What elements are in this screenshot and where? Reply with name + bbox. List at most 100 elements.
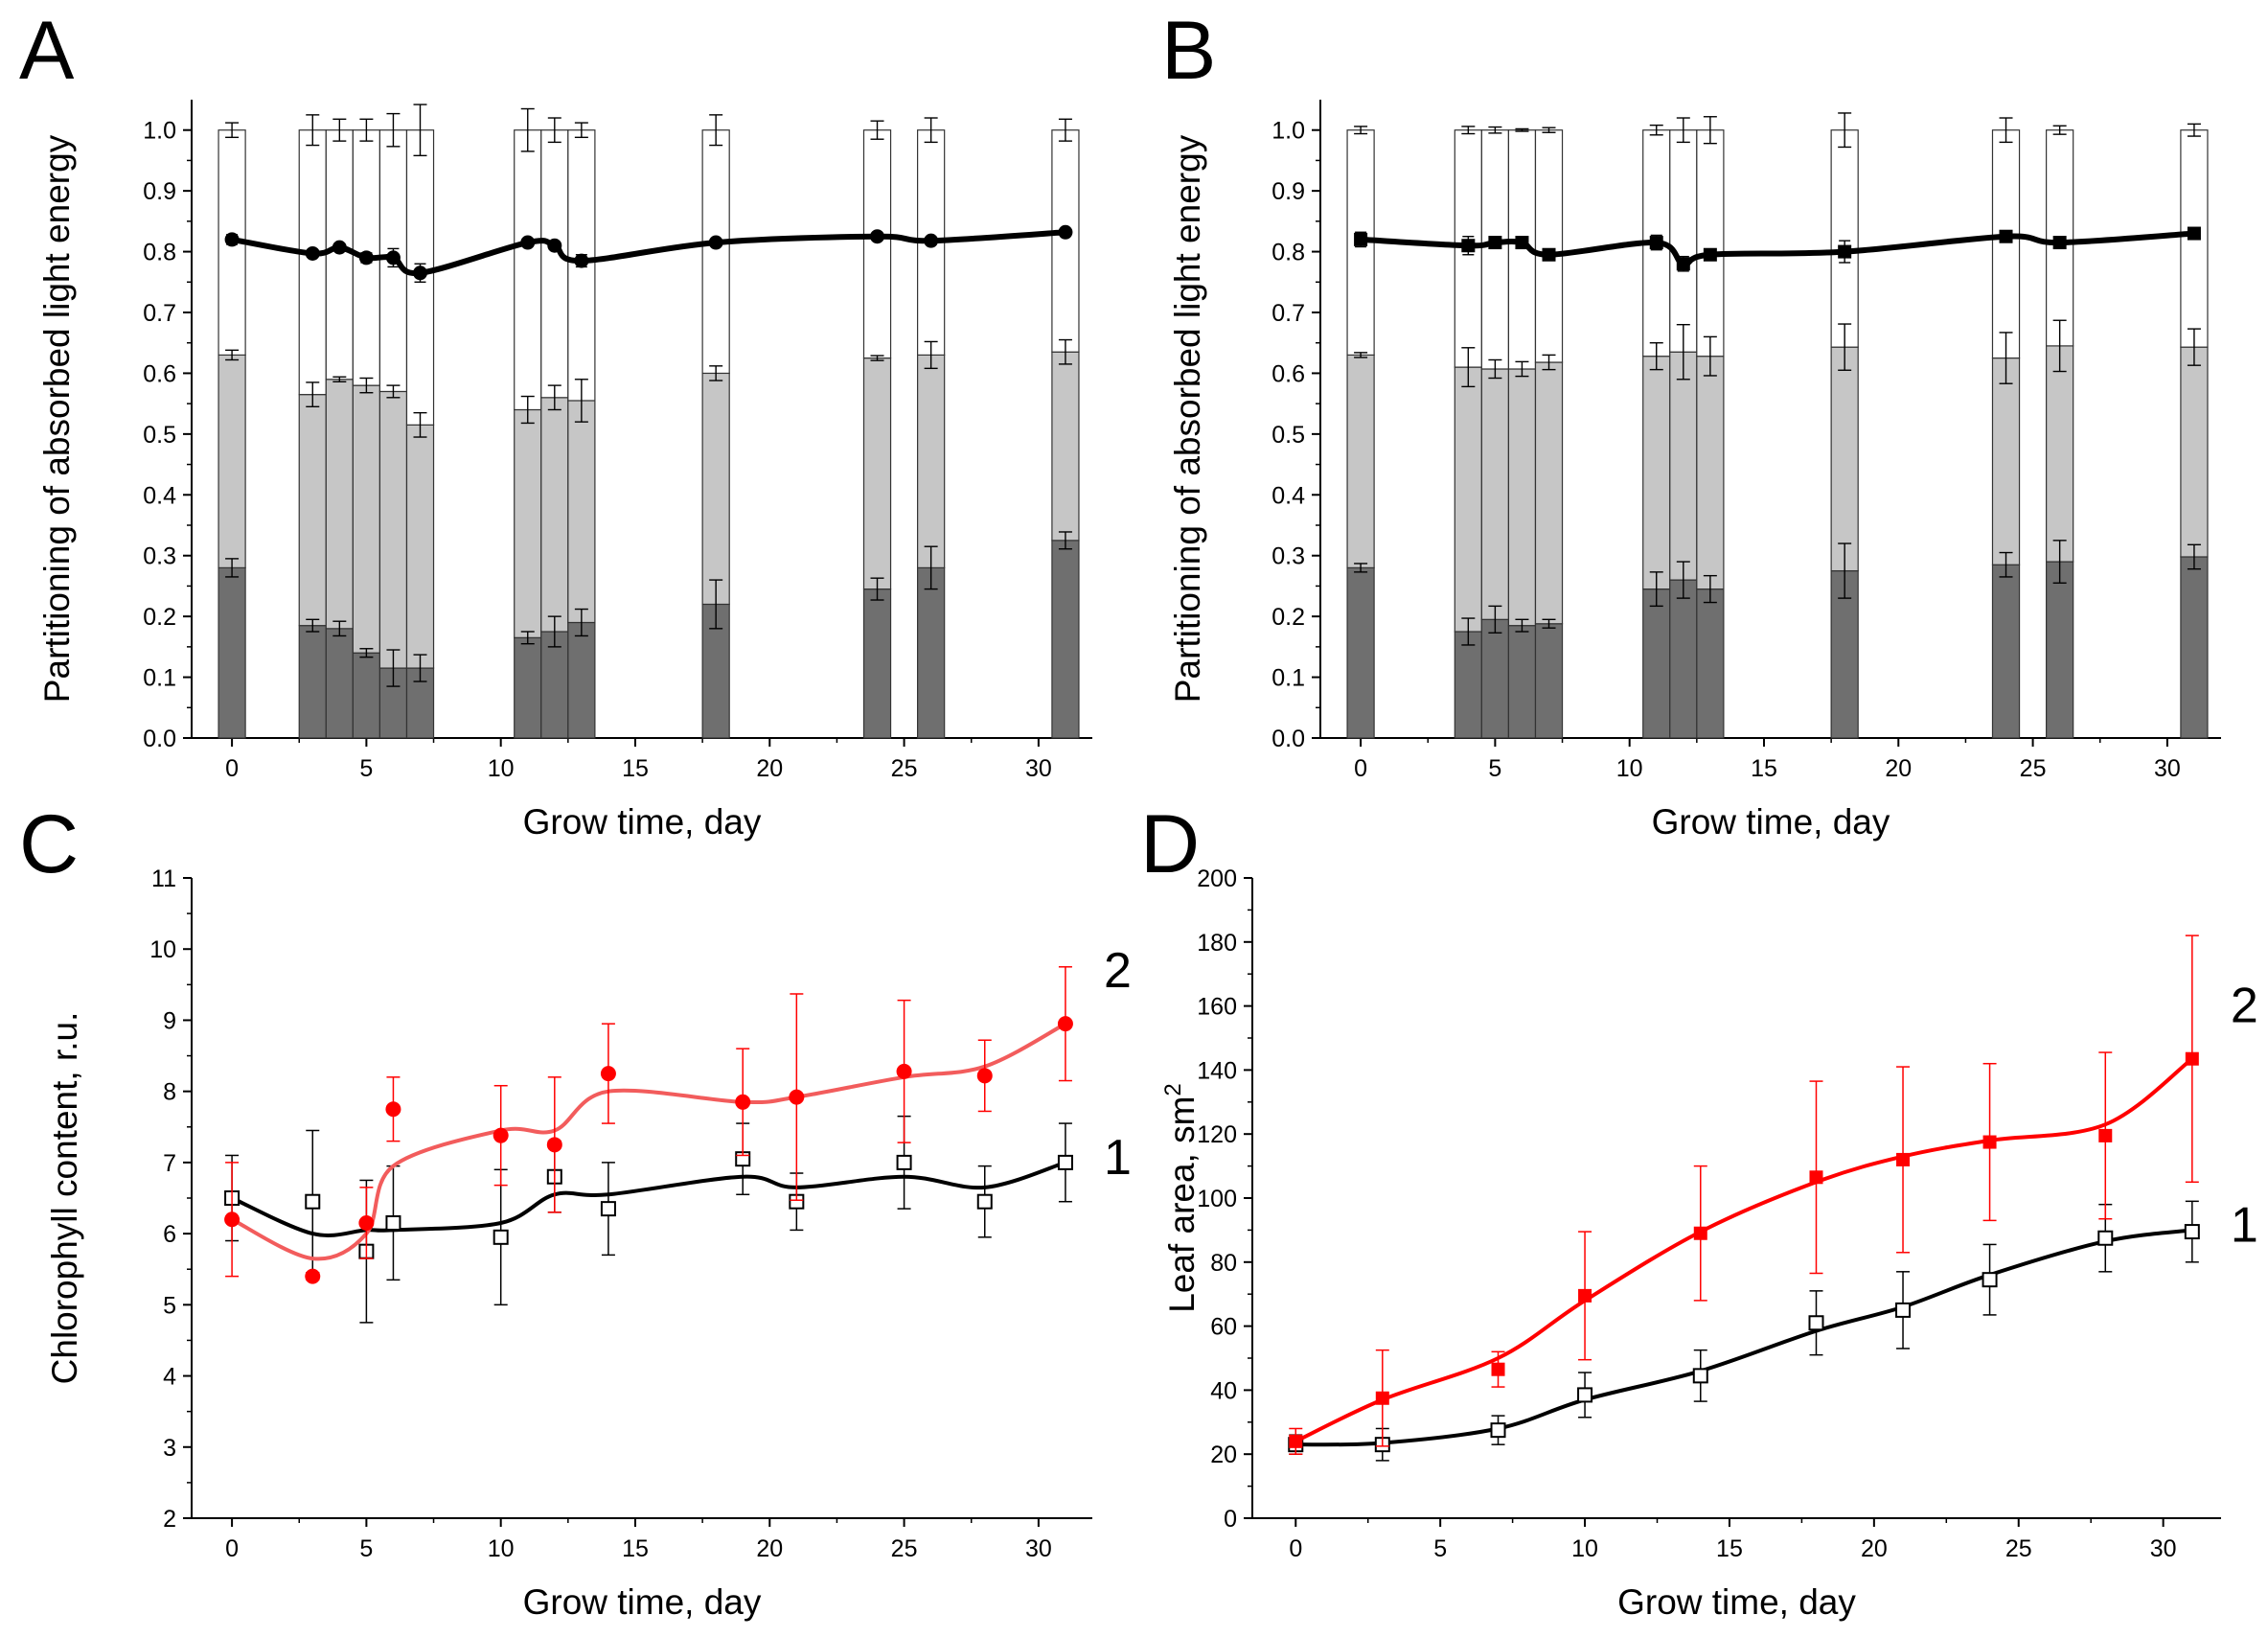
y-tick-label: 0.0 bbox=[143, 726, 176, 752]
y-tick-label: 0.0 bbox=[1271, 726, 1305, 752]
bar-middle-segment bbox=[1454, 366, 1482, 633]
line-point bbox=[870, 229, 885, 244]
bar-middle-segment bbox=[1480, 368, 1510, 620]
bar-lower-segment bbox=[1051, 540, 1080, 739]
x-tick-label: 25 bbox=[891, 1535, 918, 1562]
bar-upper-segment bbox=[540, 129, 569, 399]
bar-stack bbox=[378, 112, 408, 739]
x-tick-label: 20 bbox=[756, 1535, 783, 1562]
bar-stack bbox=[701, 114, 730, 739]
bar-stack bbox=[567, 122, 596, 739]
y-tick-label: 2 bbox=[163, 1506, 176, 1533]
y-tick-label: 0.8 bbox=[1271, 240, 1305, 266]
x-axis-label: Grow time, day bbox=[523, 1582, 762, 1622]
y-axis-label-superscript: 2 bbox=[1160, 1083, 1186, 1096]
x-tick-label: 5 bbox=[359, 1535, 373, 1562]
panel-c: C 2 3 4 5 6 7 8 9 10 11 0 5 10 15 20 25 30 Grow time, day C… bbox=[19, 798, 1132, 1622]
x-tick-label: 20 bbox=[756, 755, 783, 782]
bar-middle-segment bbox=[540, 397, 569, 633]
bar-lower-segment bbox=[514, 636, 542, 739]
series-1-point bbox=[2184, 1224, 2200, 1240]
series-label: 1 bbox=[1104, 1130, 1132, 1186]
y-tick-label: 1.0 bbox=[1271, 118, 1305, 145]
series-2-point bbox=[1693, 1226, 1707, 1240]
y-tick-label: 0.4 bbox=[1271, 482, 1305, 509]
y-tick-label: 200 bbox=[1197, 865, 1237, 892]
x-tick-label: 15 bbox=[1751, 755, 1777, 782]
x-tick-label: 0 bbox=[225, 1535, 239, 1562]
x-tick-label: 25 bbox=[2020, 755, 2047, 782]
x-tick-label: 0 bbox=[1289, 1535, 1302, 1562]
bar-stack bbox=[405, 104, 435, 739]
bar-middle-segment bbox=[862, 357, 892, 590]
line-point bbox=[520, 235, 536, 250]
bar-middle-segment bbox=[1830, 346, 1859, 572]
x-axis-label: Grow time, day bbox=[523, 802, 762, 842]
series-2-point bbox=[1809, 1170, 1823, 1185]
bar-upper-segment bbox=[1051, 129, 1080, 353]
line-point bbox=[1703, 247, 1717, 262]
series-2-point bbox=[224, 1211, 241, 1228]
y-axis-label: Leaf area, sm2 bbox=[1160, 1083, 1202, 1313]
y-axis-label-text: Leaf area, sm bbox=[1162, 1096, 1202, 1313]
bar-upper-segment bbox=[862, 129, 892, 359]
line-point bbox=[332, 240, 347, 255]
y-tick-label: 0 bbox=[1224, 1506, 1237, 1533]
bar-upper-segment bbox=[1696, 129, 1725, 358]
bar-middle-segment bbox=[2180, 346, 2209, 558]
y-tick-label: 0.9 bbox=[1271, 178, 1305, 205]
series-2-point bbox=[976, 1068, 993, 1084]
bar-lower-segment bbox=[1642, 588, 1671, 739]
series-2-point bbox=[305, 1268, 321, 1284]
y-tick-label: 0.5 bbox=[143, 422, 176, 449]
y-tick-label: 160 bbox=[1197, 994, 1237, 1021]
bar-lower-segment bbox=[1454, 631, 1482, 739]
series-1: 1 bbox=[1288, 1197, 2258, 1462]
bar-upper-segment bbox=[298, 129, 327, 396]
bar-middle-segment bbox=[514, 408, 542, 638]
bar-middle-segment bbox=[352, 384, 381, 654]
x-tick-label: 30 bbox=[2154, 755, 2181, 782]
series-2-point bbox=[1491, 1362, 1505, 1376]
bar-stack bbox=[1669, 117, 1698, 739]
y-axis-label-text: Partitioning of absorbed light energy bbox=[1168, 134, 1207, 703]
series-2-point bbox=[600, 1066, 616, 1082]
bar-stack bbox=[1346, 126, 1375, 739]
bar-stack bbox=[352, 118, 381, 739]
y-axis-label: Chlorophyll content, r.u. bbox=[45, 1012, 84, 1385]
x-tick-label: 20 bbox=[1885, 755, 1912, 782]
y-tick-label: 0.7 bbox=[1271, 300, 1305, 327]
bar-stack bbox=[1051, 118, 1080, 739]
y-tick-label: 4 bbox=[163, 1364, 176, 1391]
bar-lower-segment bbox=[917, 566, 946, 739]
y-tick-label: 9 bbox=[163, 1007, 176, 1034]
line-point bbox=[708, 235, 723, 250]
y-tick-label: 1.0 bbox=[143, 118, 176, 145]
bar-stack bbox=[862, 120, 892, 739]
series-2-point bbox=[493, 1127, 509, 1143]
line-point bbox=[1999, 229, 2013, 243]
series-2: 2 bbox=[1289, 934, 2258, 1455]
bar-upper-segment bbox=[1480, 129, 1510, 370]
series-1-point bbox=[1692, 1368, 1708, 1384]
y-tick-label: 0.3 bbox=[1271, 543, 1305, 570]
bar-stack bbox=[218, 122, 246, 739]
x-tick-label: 30 bbox=[1025, 755, 1052, 782]
x-tick-label: 10 bbox=[488, 1535, 515, 1562]
bar-lower-segment bbox=[298, 625, 327, 739]
line-point bbox=[1058, 224, 1073, 240]
bar-stack bbox=[325, 118, 354, 739]
series-label: 1 bbox=[2231, 1197, 2258, 1253]
series-1-point bbox=[305, 1193, 321, 1210]
x-tick-label: 5 bbox=[359, 755, 373, 782]
x-tick-label: 10 bbox=[1616, 755, 1643, 782]
bar-middle-segment bbox=[1534, 361, 1564, 625]
bar-middle-segment bbox=[1051, 351, 1080, 542]
y-tick-label: 11 bbox=[151, 865, 176, 892]
x-tick-label: 5 bbox=[1488, 755, 1501, 782]
line-point bbox=[1649, 236, 1663, 250]
bar-middle-segment bbox=[1669, 351, 1698, 581]
y-axis-label: Partitioning of absorbed light energy bbox=[1168, 134, 1207, 703]
bar-lower-segment bbox=[1696, 588, 1725, 739]
bar-stack bbox=[1454, 126, 1482, 739]
